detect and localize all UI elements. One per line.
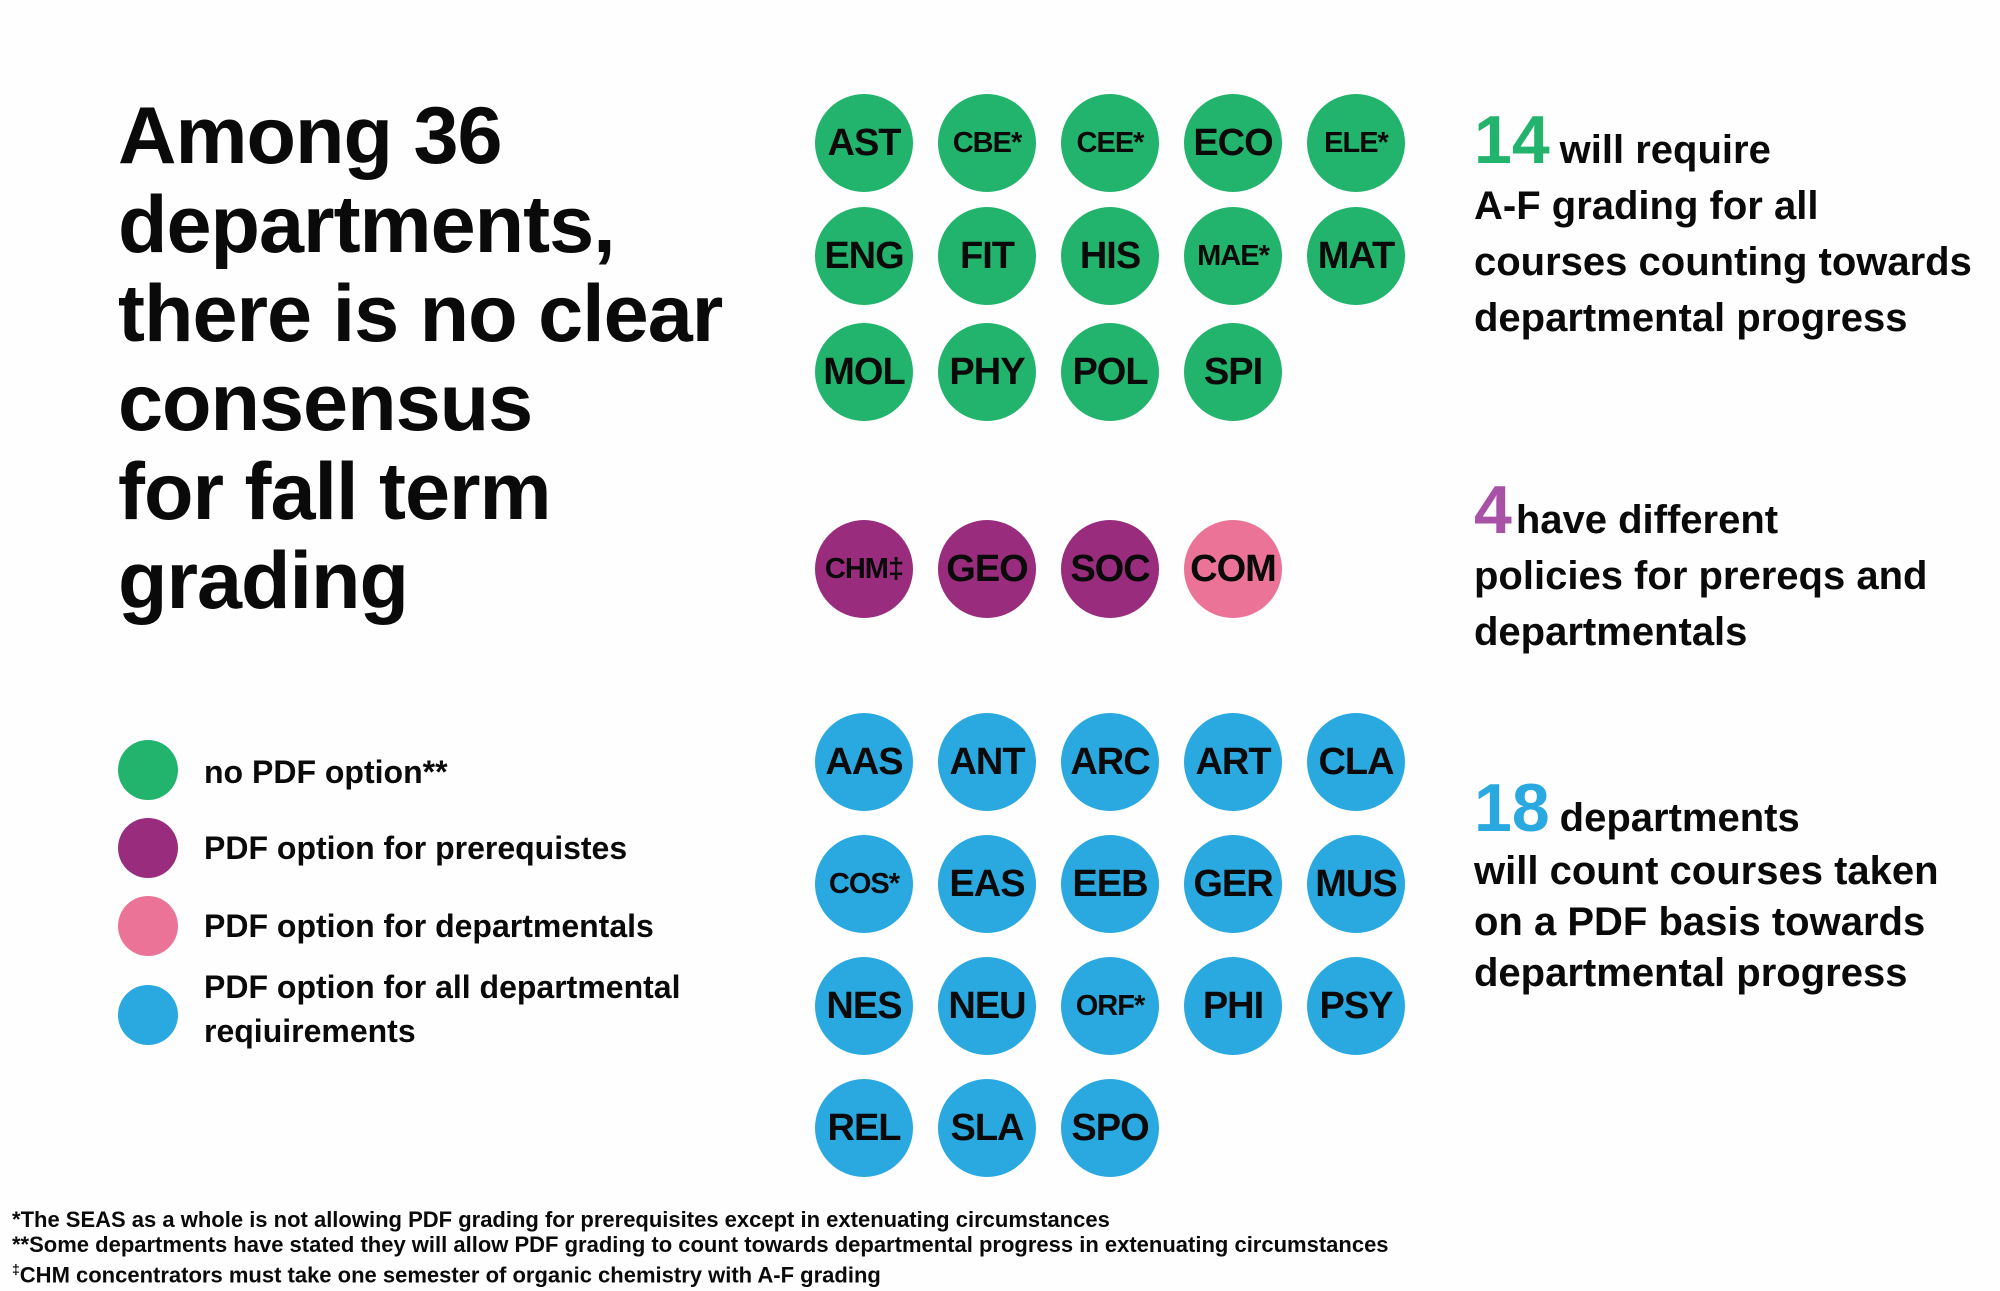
department-bubble: POL xyxy=(1061,323,1159,421)
department-bubble: CLA xyxy=(1307,713,1405,811)
department-bubble: PHY xyxy=(938,323,1036,421)
department-bubble: SOC xyxy=(1061,520,1159,618)
legend-swatch xyxy=(118,740,178,800)
department-bubble: MAT xyxy=(1307,207,1405,305)
footnote: ‡CHM concentrators must take one semeste… xyxy=(12,1257,1992,1287)
legend-label: no PDF option** xyxy=(204,754,448,790)
department-bubble: ORF* xyxy=(1061,957,1159,1055)
department-bubble: FIT xyxy=(938,207,1036,305)
department-bubble: MAE* xyxy=(1184,207,1282,305)
footnote: *The SEAS as a whole is not allowing PDF… xyxy=(12,1207,1992,1232)
department-bubble: REL xyxy=(815,1079,913,1177)
stat-lead: will require xyxy=(1559,128,1771,172)
department-bubble: MOL xyxy=(815,323,913,421)
headline-line: grading xyxy=(118,536,409,626)
department-bubble: ANT xyxy=(938,713,1036,811)
department-bubble: ENG xyxy=(815,207,913,305)
headline-line: there is no clear xyxy=(118,269,723,359)
department-bubble: ELE* xyxy=(1307,94,1405,192)
headline-line: consensus xyxy=(118,358,533,448)
department-bubble: SPI xyxy=(1184,323,1282,421)
department-bubble: ECO xyxy=(1184,94,1282,192)
stat-number: 4 xyxy=(1474,472,1512,548)
stat-mixed: 4 have different policies for prereqs and… xyxy=(1474,476,1974,660)
department-bubble: CEE* xyxy=(1061,94,1159,192)
department-bubble: COS* xyxy=(815,835,913,933)
stat-number: 18 xyxy=(1474,770,1550,846)
department-bubble: CBE* xyxy=(938,94,1036,192)
department-bubble: NES xyxy=(815,957,913,1055)
department-bubble: EAS xyxy=(938,835,1036,933)
department-bubble: PSY xyxy=(1307,957,1405,1055)
stat-pdf-all: 18 departments will count courses taken o… xyxy=(1474,774,1974,999)
footnotes: *The SEAS as a whole is not allowing PDF… xyxy=(12,1207,1992,1287)
legend-item-departmentals: PDF option for departmentals xyxy=(118,896,654,956)
department-bubble: ART xyxy=(1184,713,1282,811)
legend-label: PDF option for departmentals xyxy=(204,908,654,944)
legend-label: PDF option for prerequistes xyxy=(204,830,628,866)
footnote-text: CHM concentrators must take one semester… xyxy=(19,1262,881,1288)
legend-item-prereqs: PDF option for prerequistes xyxy=(118,818,627,878)
headline: Among 36 departments, there is no clear … xyxy=(118,92,778,626)
stat-body: will count courses taken on a PDF basis … xyxy=(1474,849,1939,995)
department-bubble: SPO xyxy=(1061,1079,1159,1177)
department-bubble: COM xyxy=(1184,520,1282,618)
legend-item-all-requirements: PDF option for all departmental reqiuire… xyxy=(118,969,680,1053)
department-bubble: AAS xyxy=(815,713,913,811)
legend-label: PDF option for all departmental reqiuire… xyxy=(204,969,681,1049)
legend-item-no-pdf: no PDF option** xyxy=(118,740,448,800)
stat-no-pdf: 14 will require A-F grading for all cours… xyxy=(1474,106,1974,346)
department-bubble: GER xyxy=(1184,835,1282,933)
footnote-text: Some departments have stated they will a… xyxy=(29,1232,1389,1257)
legend-swatch xyxy=(118,818,178,878)
department-bubble: NEU xyxy=(938,957,1036,1055)
footnote: **Some departments have stated they will… xyxy=(12,1232,1992,1257)
department-bubble: GEO xyxy=(938,520,1036,618)
headline-line: departments, xyxy=(118,180,616,270)
department-bubble: CHM‡ xyxy=(815,520,913,618)
stat-lead: departments xyxy=(1559,796,1800,840)
stat-lead: have different xyxy=(1515,498,1779,542)
legend-swatch xyxy=(118,985,178,1045)
department-bubble: MUS xyxy=(1307,835,1405,933)
stat-number: 14 xyxy=(1474,102,1550,178)
headline-line: Among 36 xyxy=(118,91,503,181)
stat-body: policies for prereqs and departmentals xyxy=(1474,554,1928,654)
footnote-mark: ‡ xyxy=(12,1261,20,1277)
department-bubble: HIS xyxy=(1061,207,1159,305)
department-bubble: SLA xyxy=(938,1079,1036,1177)
department-bubble: EEB xyxy=(1061,835,1159,933)
stat-body: A-F grading for all courses counting tow… xyxy=(1474,184,1972,340)
footnote-mark: ** xyxy=(12,1232,30,1257)
department-bubble: AST xyxy=(815,94,913,192)
footnote-mark: * xyxy=(12,1207,21,1232)
legend-swatch xyxy=(118,896,178,956)
headline-line: for fall term xyxy=(118,447,552,537)
department-bubble: PHI xyxy=(1184,957,1282,1055)
department-bubble: ARC xyxy=(1061,713,1159,811)
footnote-text: The SEAS as a whole is not allowing PDF … xyxy=(20,1207,1110,1232)
